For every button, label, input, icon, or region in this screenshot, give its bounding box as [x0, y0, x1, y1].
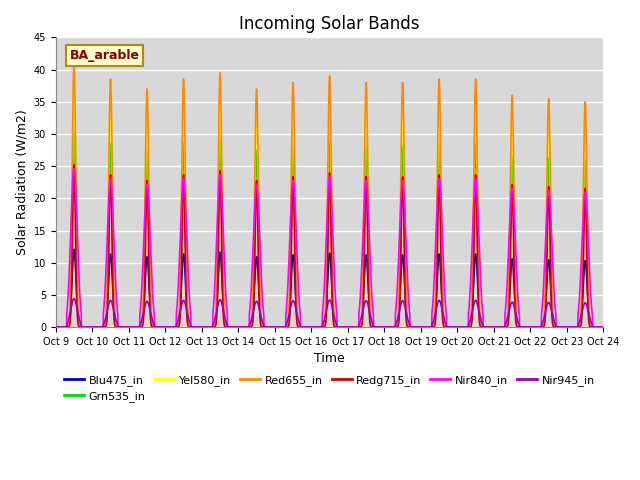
Redg715_in	[483, 324, 491, 330]
X-axis label: Time: Time	[314, 352, 345, 365]
Yel580_in	[163, 324, 171, 330]
Line: Red655_in: Red655_in	[56, 63, 604, 327]
Nir945_in	[163, 324, 171, 330]
Red655_in	[169, 324, 177, 330]
Nir840_in	[483, 324, 491, 330]
Red655_in	[598, 324, 605, 330]
Redg715_in	[163, 324, 171, 330]
Nir840_in	[163, 324, 171, 330]
Blu475_in	[483, 324, 491, 330]
Nir945_in	[169, 324, 177, 330]
Yel580_in	[405, 324, 413, 330]
Blu475_in	[163, 324, 171, 330]
Nir840_in	[169, 324, 177, 330]
Blu475_in	[70, 246, 78, 252]
Title: Incoming Solar Bands: Incoming Solar Bands	[239, 15, 420, 33]
Blu475_in	[52, 324, 60, 330]
Nir945_in	[483, 324, 491, 330]
Grn535_in	[483, 324, 491, 330]
Redg715_in	[52, 324, 60, 330]
Nir840_in	[257, 263, 265, 269]
Nir945_in	[257, 313, 265, 319]
Line: Nir840_in: Nir840_in	[56, 169, 604, 327]
Blu475_in	[257, 317, 265, 323]
Nir840_in	[70, 166, 78, 172]
Grn535_in	[598, 324, 605, 330]
Red655_in	[405, 324, 413, 330]
Nir840_in	[598, 324, 605, 330]
Yel580_in	[169, 324, 177, 330]
Nir945_in	[405, 321, 413, 326]
Legend: Blu475_in, Grn535_in, Yel580_in, Red655_in, Redg715_in, Nir840_in, Nir945_in: Blu475_in, Grn535_in, Yel580_in, Red655_…	[60, 371, 599, 407]
Grn535_in	[257, 318, 265, 324]
Nir945_in	[70, 296, 78, 301]
Red655_in	[600, 324, 607, 330]
Grn535_in	[169, 324, 177, 330]
Yel580_in	[70, 82, 78, 87]
Grn535_in	[52, 324, 60, 330]
Line: Redg715_in: Redg715_in	[56, 165, 604, 327]
Grn535_in	[405, 324, 413, 330]
Nir840_in	[52, 324, 60, 330]
Nir945_in	[598, 324, 605, 330]
Blu475_in	[169, 324, 177, 330]
Red655_in	[52, 324, 60, 330]
Blu475_in	[600, 324, 607, 330]
Text: BA_arable: BA_arable	[70, 49, 140, 62]
Y-axis label: Solar Radiation (W/m2): Solar Radiation (W/m2)	[15, 109, 28, 255]
Grn535_in	[70, 129, 78, 135]
Nir945_in	[52, 324, 60, 330]
Yel580_in	[600, 324, 607, 330]
Red655_in	[163, 324, 171, 330]
Redg715_in	[405, 324, 413, 330]
Red655_in	[70, 60, 78, 66]
Redg715_in	[70, 162, 78, 168]
Yel580_in	[257, 313, 265, 319]
Grn535_in	[163, 324, 171, 330]
Redg715_in	[257, 322, 265, 328]
Red655_in	[257, 309, 265, 315]
Yel580_in	[52, 324, 60, 330]
Blu475_in	[405, 324, 413, 330]
Redg715_in	[600, 324, 607, 330]
Nir840_in	[405, 304, 413, 310]
Line: Grn535_in: Grn535_in	[56, 132, 604, 327]
Yel580_in	[483, 324, 491, 330]
Nir840_in	[600, 324, 607, 330]
Grn535_in	[600, 324, 607, 330]
Line: Yel580_in: Yel580_in	[56, 84, 604, 327]
Blu475_in	[598, 324, 605, 330]
Redg715_in	[598, 324, 605, 330]
Redg715_in	[169, 324, 177, 330]
Line: Nir945_in: Nir945_in	[56, 299, 604, 327]
Yel580_in	[598, 324, 605, 330]
Nir945_in	[600, 324, 607, 330]
Line: Blu475_in: Blu475_in	[56, 249, 604, 327]
Red655_in	[483, 324, 491, 330]
